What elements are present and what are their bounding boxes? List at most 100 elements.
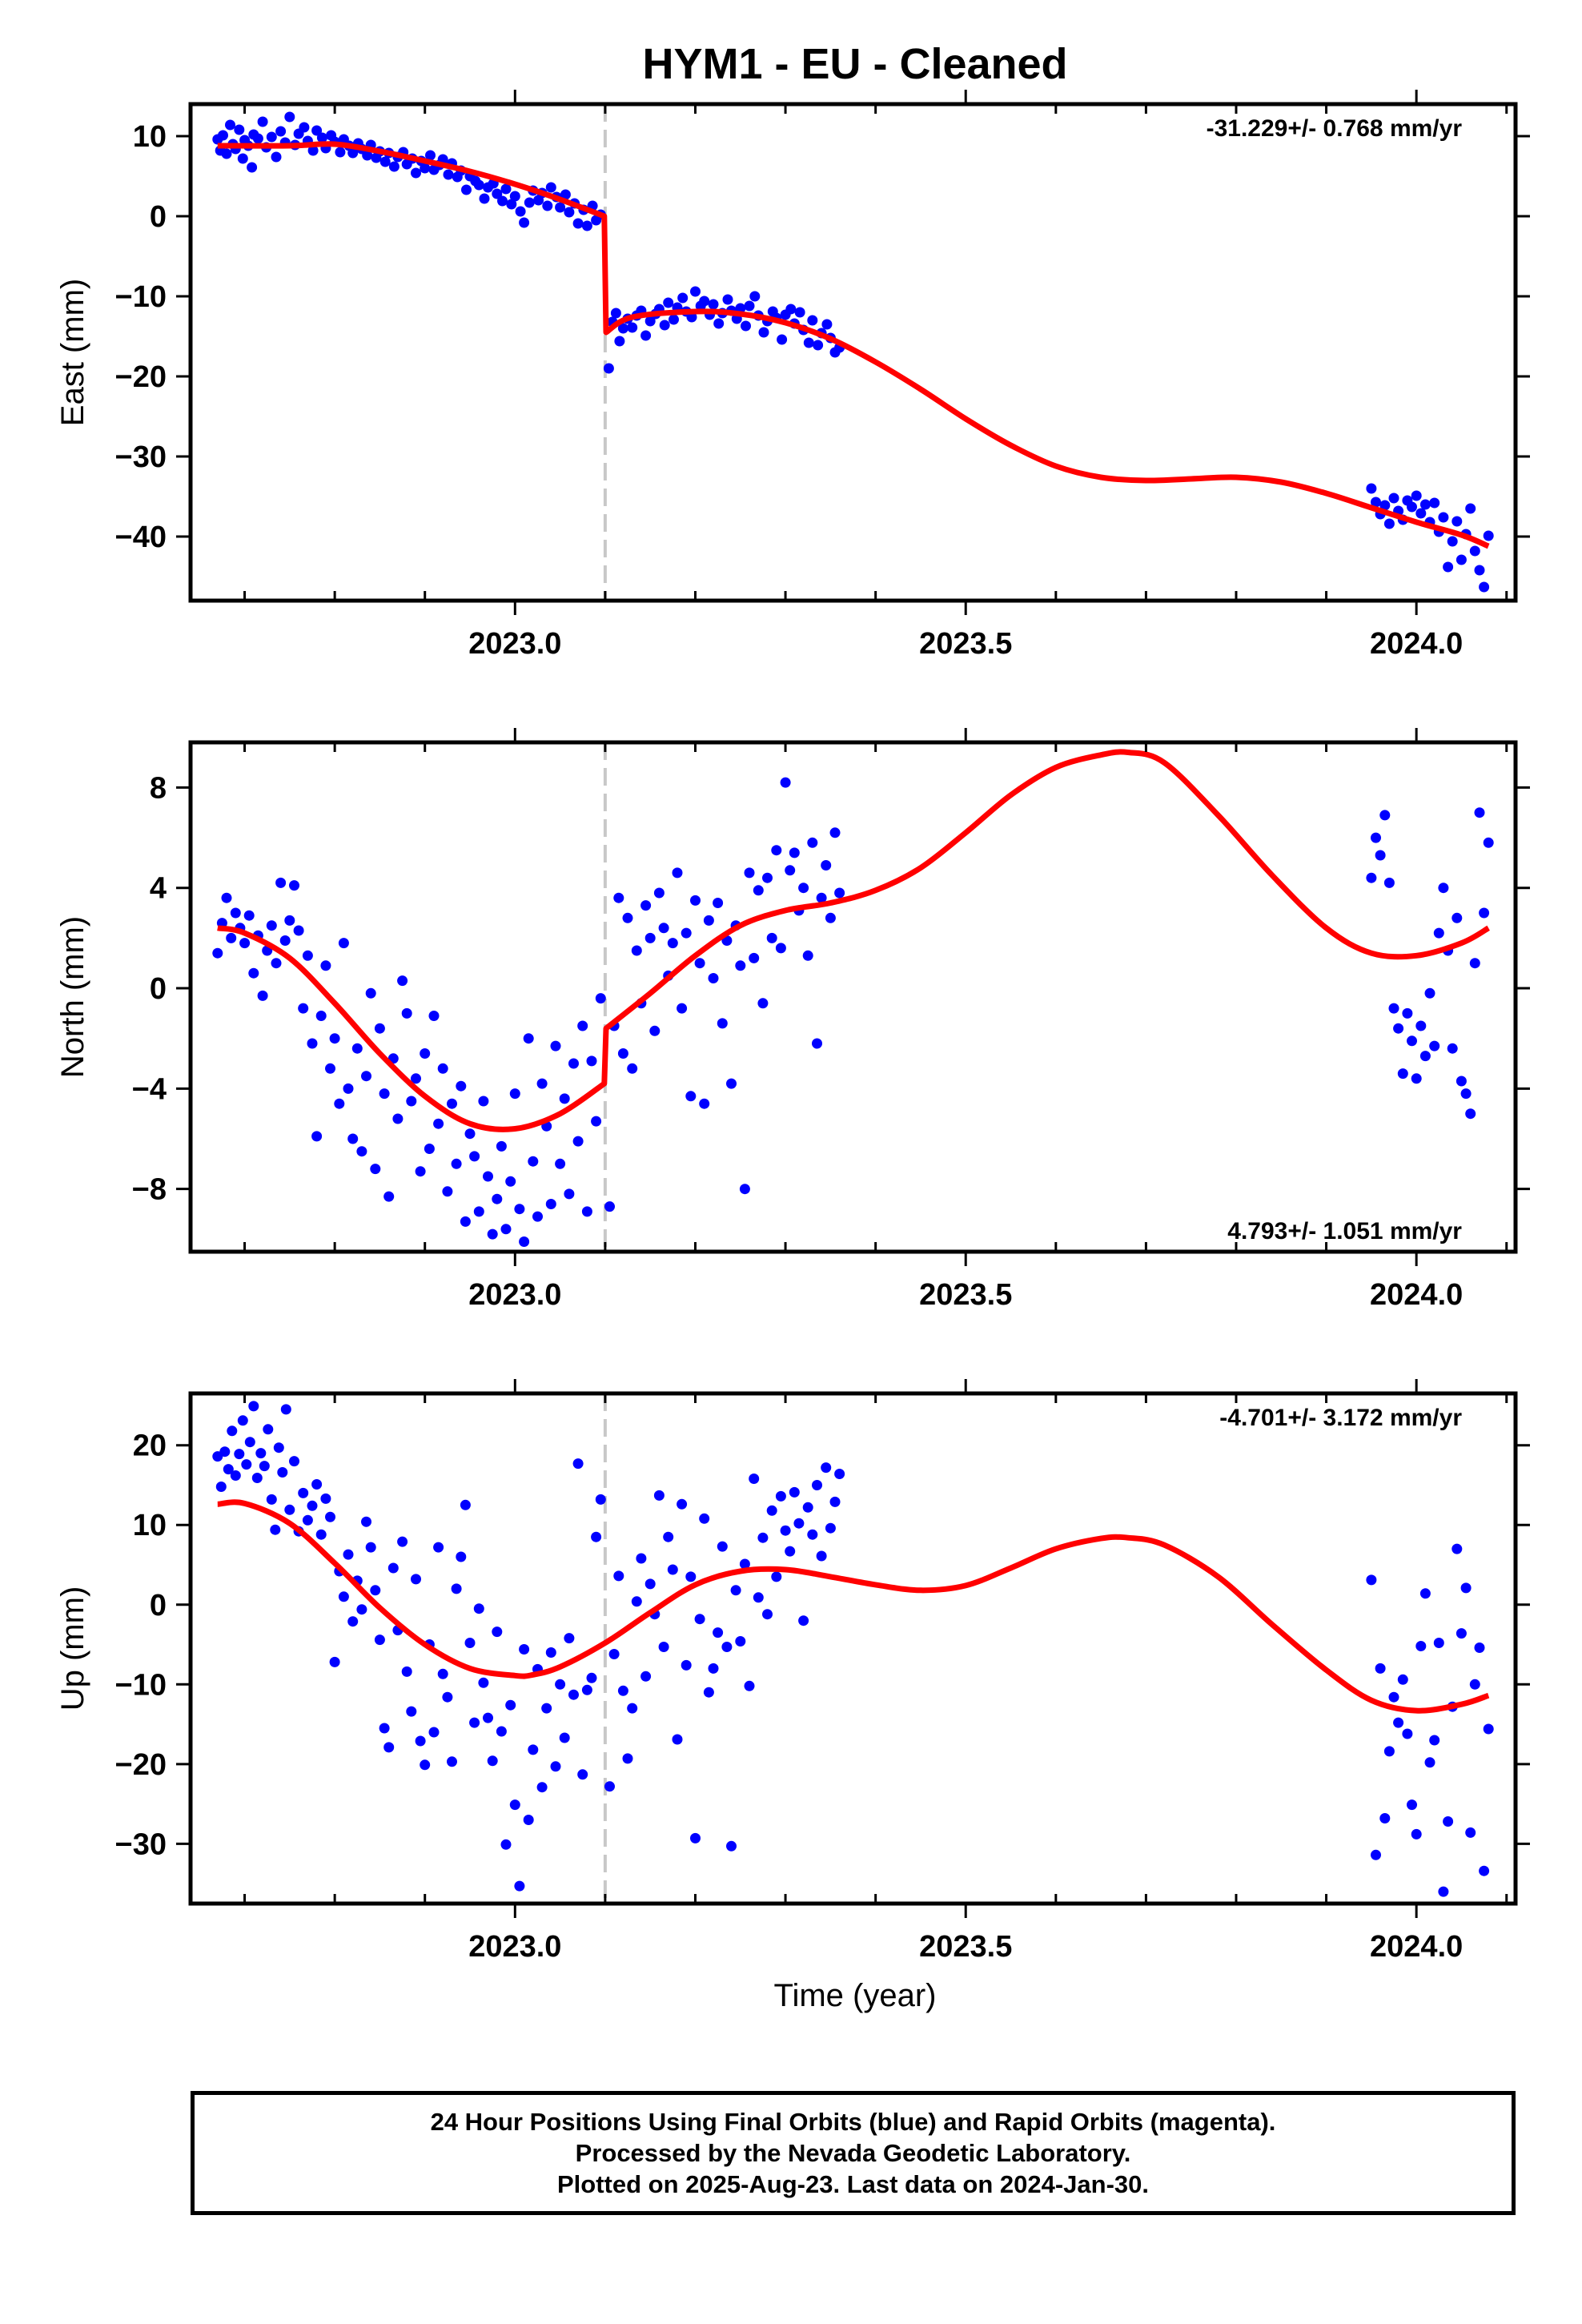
- observation-point: [469, 1151, 480, 1162]
- observation-point: [528, 1156, 539, 1167]
- observation-point: [275, 126, 287, 137]
- observation-point: [509, 1799, 520, 1811]
- observation-point: [722, 294, 733, 305]
- observation-point: [659, 320, 670, 331]
- observation-point: [1474, 807, 1485, 818]
- observation-point: [545, 182, 556, 193]
- observation-point: [775, 943, 786, 954]
- observation-point: [1411, 1828, 1422, 1839]
- observation-point: [536, 1782, 548, 1793]
- observation-point: [713, 1627, 724, 1638]
- observation-point: [1419, 1588, 1431, 1599]
- observation-point: [361, 1516, 371, 1527]
- observation-point: [1407, 501, 1417, 513]
- observation-point: [699, 1098, 710, 1109]
- observation-point: [572, 218, 584, 229]
- observation-point: [802, 1502, 813, 1513]
- observation-point: [1433, 1638, 1444, 1648]
- observation-point: [813, 340, 824, 351]
- observation-point: [631, 1596, 642, 1607]
- observation-point: [284, 111, 295, 123]
- observation-point: [1460, 1088, 1472, 1100]
- observation-point: [1483, 1723, 1494, 1735]
- observation-point: [555, 1679, 566, 1690]
- observation-point: [816, 1550, 827, 1562]
- observation-point: [595, 1494, 606, 1505]
- observation-point: [223, 1464, 234, 1475]
- observation-point: [1411, 490, 1422, 501]
- panel-north: 2023.0 2023.5 2024.0 8 4 0 −4 −8 North (mm) 4.793…: [55, 728, 1530, 1312]
- observation-point: [255, 1448, 267, 1459]
- observation-point: [500, 1224, 512, 1235]
- observation-point: [617, 1048, 628, 1059]
- observation-point: [1452, 912, 1463, 923]
- observation-point: [1371, 1849, 1381, 1860]
- observation-point: [370, 1585, 381, 1596]
- observation-point: [1469, 958, 1480, 969]
- observation-point: [644, 1578, 656, 1590]
- observation-point: [1447, 1043, 1458, 1054]
- observation-point: [545, 1199, 556, 1209]
- observation-point: [257, 990, 268, 1001]
- observation-point: [766, 932, 777, 943]
- observation-point: [442, 1691, 453, 1703]
- footer-line-2: Processed by the Nevada Geodetic Laborat…: [575, 2139, 1131, 2167]
- observation-point: [271, 958, 282, 969]
- observation-point: [708, 299, 719, 310]
- observation-point: [821, 860, 832, 870]
- observation-point: [644, 932, 656, 943]
- observation-point: [411, 1574, 421, 1585]
- observation-point: [614, 336, 625, 347]
- observation-point: [1379, 500, 1391, 511]
- observation-point: [771, 845, 782, 856]
- observation-point: [392, 1113, 404, 1124]
- observation-point: [343, 1083, 354, 1094]
- observation-point: [658, 923, 669, 934]
- observation-point: [212, 947, 223, 959]
- observation-point: [524, 197, 535, 208]
- observation-point: [424, 1144, 435, 1154]
- observation-point: [1411, 1073, 1422, 1084]
- observation-point: [541, 1703, 552, 1714]
- observation-point: [771, 1571, 782, 1582]
- observation-point: [447, 1756, 457, 1767]
- panel-frame: [188, 102, 1518, 603]
- observation-point: [744, 1680, 755, 1691]
- observation-point: [825, 912, 836, 923]
- observation-point: [794, 307, 805, 318]
- observation-point: [406, 1096, 417, 1107]
- observation-point: [401, 1666, 412, 1677]
- observation-point: [613, 1570, 624, 1582]
- y-tick-label: 0: [150, 972, 167, 1006]
- observation-point: [744, 300, 755, 312]
- observation-point: [279, 935, 291, 946]
- observation-point: [753, 1592, 764, 1603]
- observation-point: [713, 318, 725, 329]
- observation-point: [581, 1684, 592, 1695]
- observation-point: [497, 195, 508, 207]
- observation-point: [473, 1206, 484, 1217]
- observation-point: [669, 314, 679, 325]
- observation-point: [280, 1404, 291, 1415]
- observation-point: [677, 292, 689, 304]
- observation-point: [1465, 503, 1476, 514]
- observation-point: [622, 1753, 633, 1764]
- observation-point: [347, 1133, 359, 1144]
- y-tick-label: 4: [150, 872, 167, 906]
- observation-point: [564, 1188, 575, 1200]
- observation-point: [631, 945, 642, 956]
- observation-point: [237, 1415, 248, 1426]
- observation-point: [739, 1184, 750, 1195]
- observation-point: [251, 1473, 263, 1483]
- observation-point: [1465, 1827, 1476, 1838]
- observation-point: [726, 1840, 737, 1852]
- observation-point: [798, 883, 809, 894]
- observation-point: [640, 330, 652, 341]
- observation-point: [672, 1734, 683, 1745]
- observation-point: [428, 1727, 440, 1738]
- observation-point: [581, 220, 592, 231]
- observation-point: [500, 183, 512, 195]
- observation-point: [568, 1058, 579, 1069]
- observations-east: [212, 111, 1494, 593]
- observation-point: [644, 316, 656, 327]
